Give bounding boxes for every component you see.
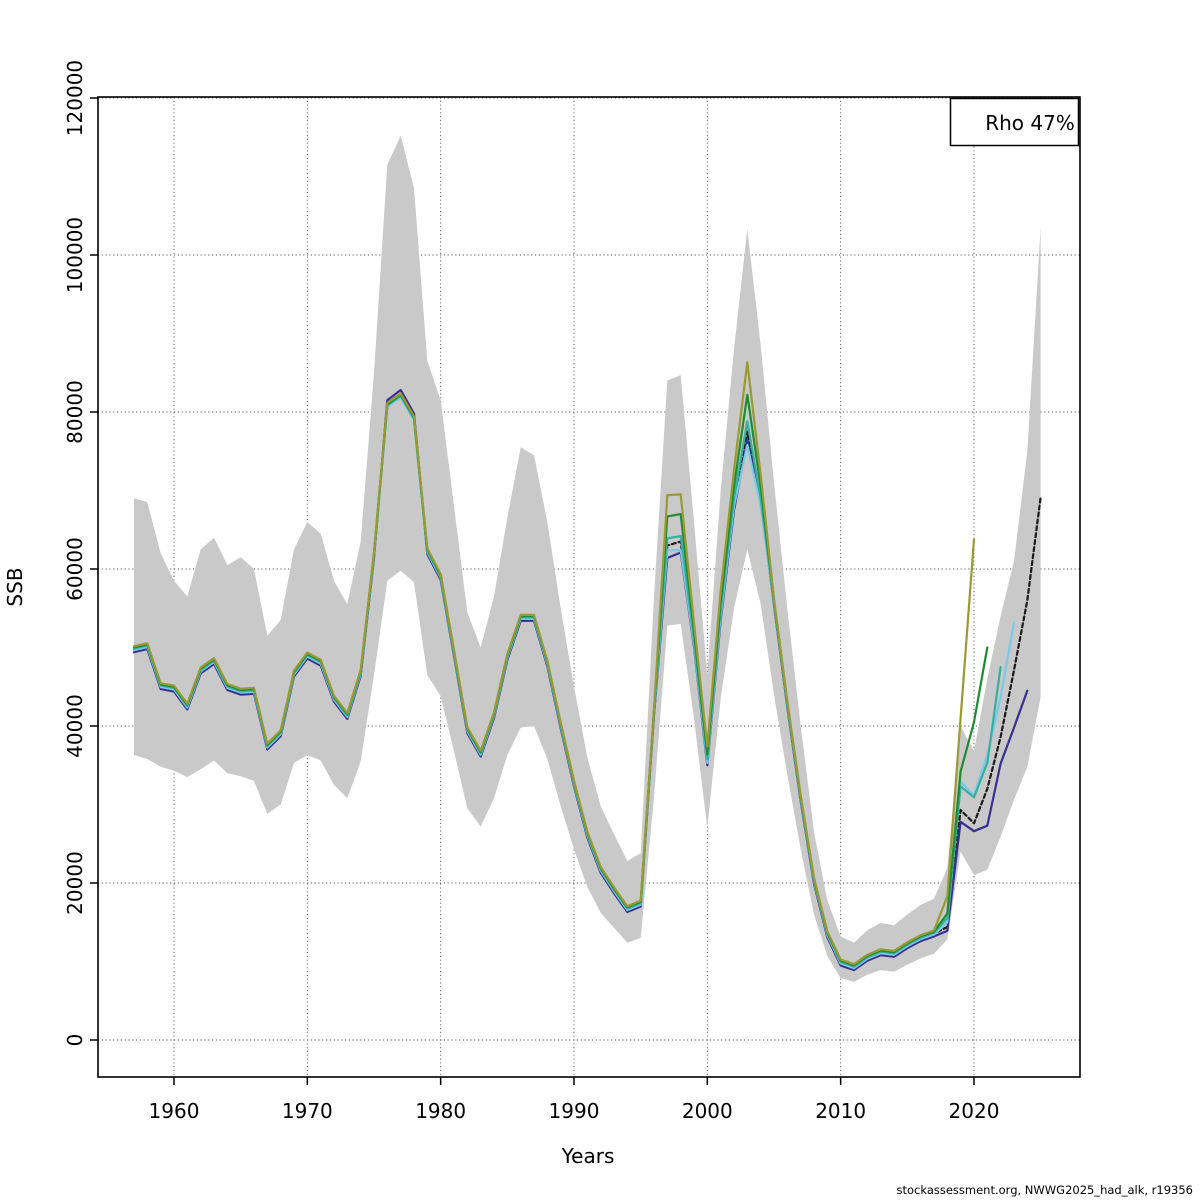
y-tick-label-40000: 40000	[63, 694, 87, 758]
plot-frame	[97, 96, 1081, 1078]
confidence-band-polygon	[134, 135, 1041, 982]
x-tick-label-2000: 2000	[682, 1099, 733, 1123]
legend-label: Rho 47%	[985, 111, 1075, 135]
x-tick-label-1990: 1990	[549, 1099, 600, 1123]
y-tick-label-20000: 20000	[63, 851, 87, 915]
series-lines	[132, 361, 1042, 972]
footer-attribution: stockassessment.org, NWWG2025_had_alk, r…	[897, 1183, 1194, 1197]
axis-tick-labels: 1960 1970 1980 1990 2000 2010 2020 0 20000 40000 6…	[63, 60, 999, 1123]
legend: Rho 47%	[949, 97, 1080, 147]
y-tick-label-60000: 60000	[63, 537, 87, 601]
y-tick-label-100000: 100000	[63, 217, 87, 293]
y-tick-label-120000: 120000	[63, 60, 87, 136]
y-axis-title: SSB	[3, 567, 27, 606]
x-tick-label-1960: 1960	[149, 1099, 200, 1123]
confidence-band	[134, 135, 1041, 982]
x-tick-label-2010: 2010	[815, 1099, 866, 1123]
y-tick-label-80000: 80000	[63, 380, 87, 444]
x-axis-title: Years	[561, 1144, 615, 1168]
x-tick-label-1980: 1980	[415, 1099, 466, 1123]
x-tick-label-2020: 2020	[949, 1099, 1000, 1123]
retro-peel-2020-line	[132, 361, 976, 966]
legend-box	[949, 97, 1080, 147]
y-tick-label-0: 0	[63, 1034, 87, 1047]
x-tick-label-1970: 1970	[282, 1099, 333, 1123]
axis-ticks	[90, 97, 975, 1085]
